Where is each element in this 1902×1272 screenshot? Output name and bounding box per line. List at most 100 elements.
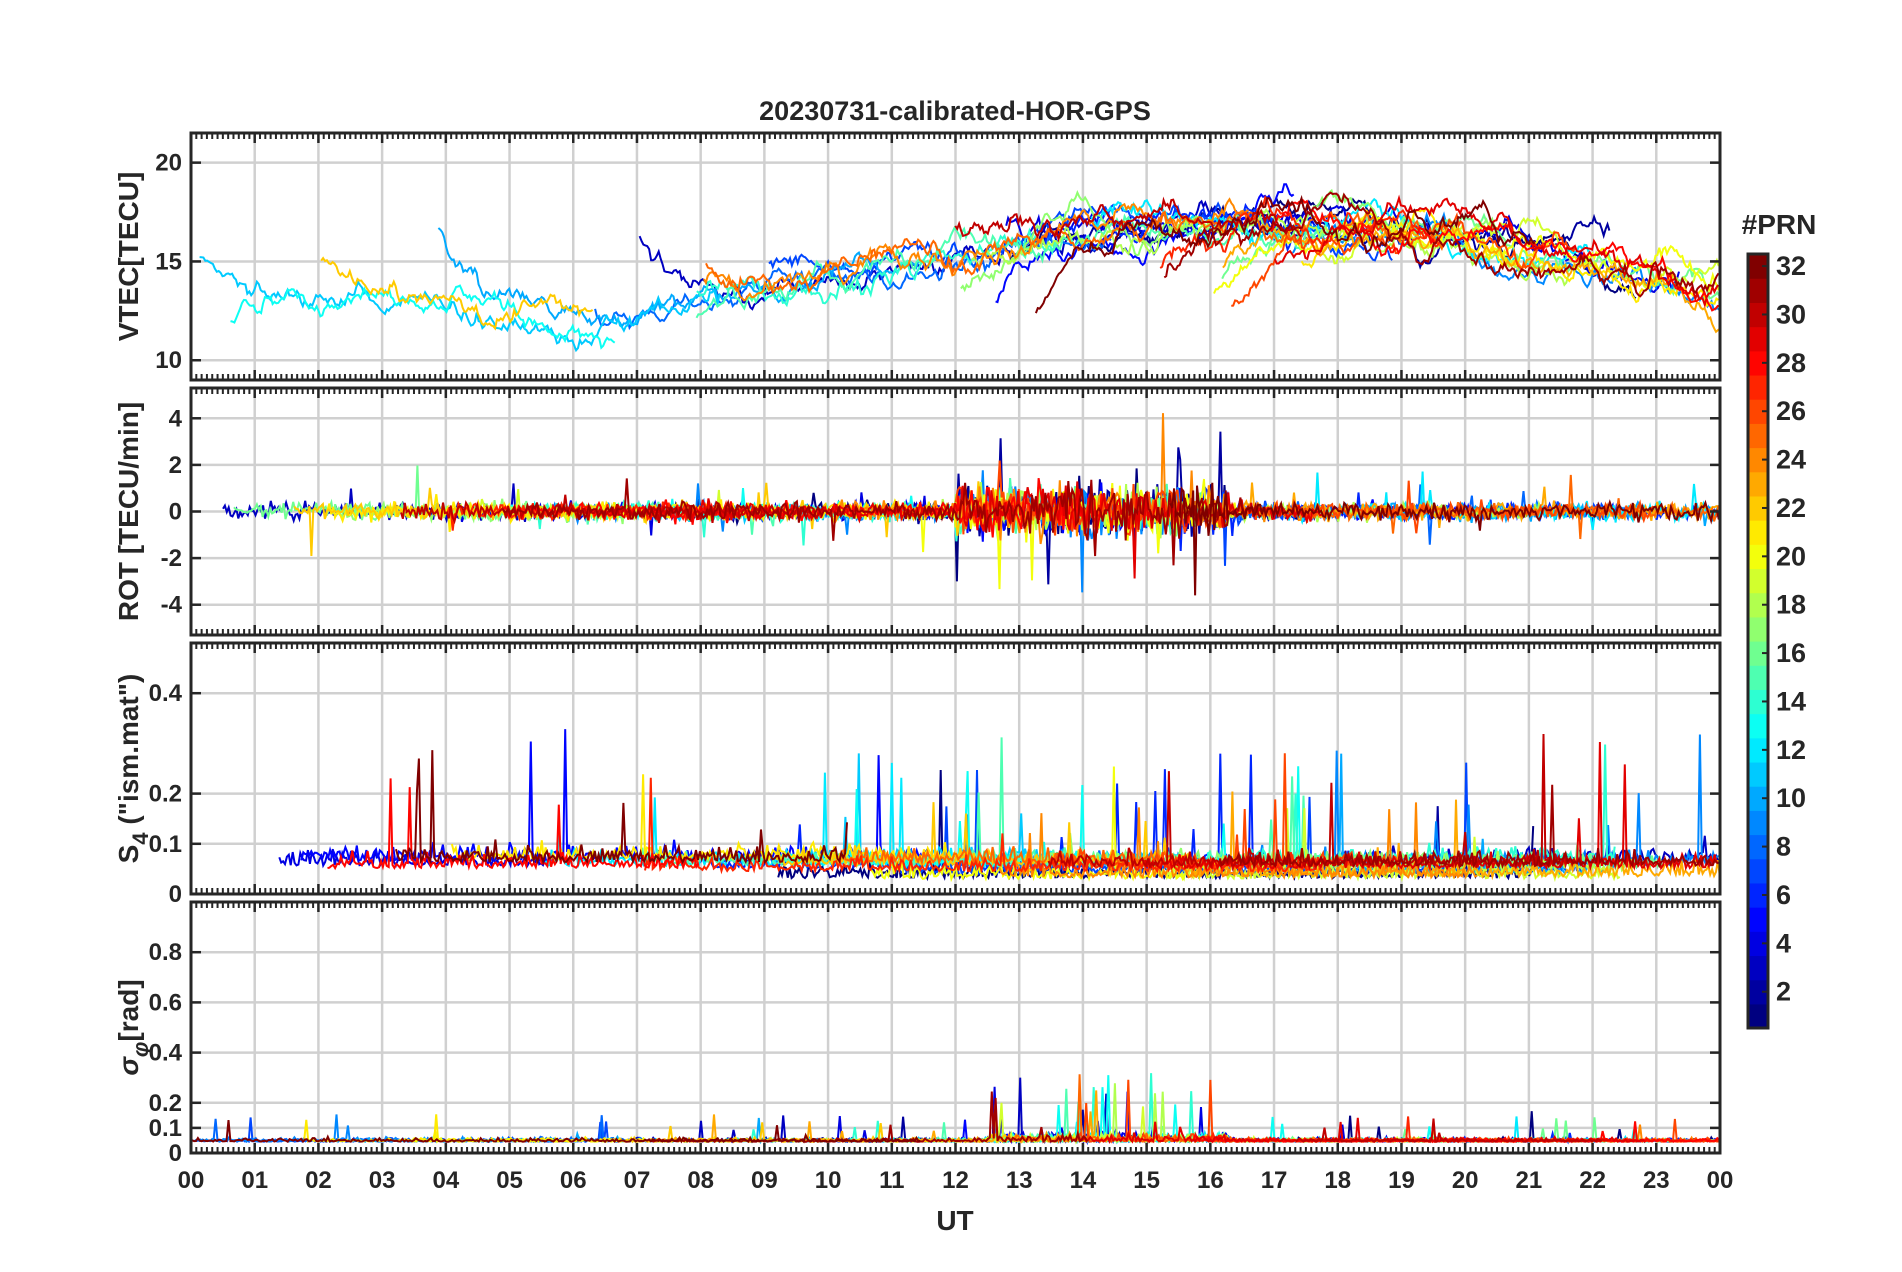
series-line-prn-32 [395,750,848,866]
colorbar-cell [1748,882,1768,908]
series-line-prn-7 [768,201,1393,279]
colorbar-tick-label: 22 [1776,493,1806,523]
x-tick-label: 20 [1452,1167,1479,1194]
y-tick-label: 0 [169,1140,182,1167]
colorbar-cell [1748,979,1768,1005]
x-tick-label: 01 [241,1167,268,1194]
colorbar-tick-label: 12 [1776,735,1806,765]
colorbar-cell [1748,374,1768,400]
colorbar-cell [1748,350,1768,376]
y-tick-label: 0.1 [149,831,182,858]
x-tick-label: 15 [1133,1167,1160,1194]
series-line-prn-13 [230,284,616,350]
colorbar-cell [1748,544,1768,570]
series-line-prn-31 [1163,191,1720,298]
series-line-prn-32 [1034,194,1536,314]
colorbar-tick-label: 8 [1776,832,1791,862]
colorbar-cell [1748,689,1768,715]
series-line-prn-31 [1218,784,1719,870]
colorbar-cell [1748,423,1768,449]
x-tick-label: 02 [305,1167,332,1194]
colorbar-cell [1748,568,1768,594]
colorbar-tick-label: 28 [1776,348,1806,378]
x-tick-label: 13 [1006,1167,1033,1194]
x-tick-label: 04 [432,1167,459,1194]
series-line-prn-27 [644,777,1323,875]
y-axis-label-sigma_phi: σφ[rad] [113,979,153,1075]
colorbar-cell [1748,616,1768,642]
y-tick-label: 20 [155,150,182,177]
colorbar-title: #PRN [1742,209,1817,240]
y-axis-label-sub: φ [128,1042,153,1057]
series-line-prn-31 [501,478,1263,566]
colorbar-tick-label: 24 [1776,445,1806,475]
colorbar-cell [1748,761,1768,787]
y-axis-label-rot: ROT [TECU/min] [113,402,144,621]
y-tick-label: 0.4 [149,1040,183,1067]
x-tick-label: 00 [178,1167,205,1194]
y-tick-label: 0.2 [149,781,182,808]
y-tick-label: 0.6 [149,989,182,1016]
panel-rot-frame [189,386,1722,637]
x-tick-label: 00 [1707,1167,1734,1194]
colorbar-cell [1748,592,1768,618]
panel-rot-series [222,413,1720,596]
x-tick-label: 18 [1324,1167,1351,1194]
y-tick-label: 2 [169,452,182,479]
x-tick-label: 11 [879,1167,904,1194]
chart-title: 20230731-calibrated-HOR-GPS [759,96,1151,126]
x-tick-label: 09 [751,1167,778,1194]
x-tick-label: 12 [942,1167,969,1194]
x-tick-label: 21 [1516,1167,1543,1194]
colorbar-cell [1748,520,1768,545]
colorbar-cell [1748,786,1768,811]
series-line-prn-23 [1222,220,1720,334]
y-tick-label: 4 [169,405,183,432]
x-tick-label: 19 [1388,1167,1415,1194]
colorbar-cell [1748,1003,1768,1029]
y-axis-label-main: σ [113,1056,144,1076]
x-tick-label: 10 [815,1167,842,1194]
colorbar-tick-label: 10 [1776,783,1806,813]
series-line-prn-32 [1169,482,1720,596]
colorbar-cells [1748,254,1768,1029]
colorbar-cell [1748,326,1768,352]
colorbar-cell [1748,278,1768,303]
colorbar-cell [1748,471,1768,497]
x-tick-label: 23 [1643,1167,1670,1194]
colorbar-cell [1748,665,1768,690]
x-axis-label: UT [936,1205,973,1236]
colorbar-cell [1748,810,1768,836]
x-tick-label: 05 [496,1167,523,1194]
series-line-prn-22 [320,256,594,331]
colorbar-tick-label: 2 [1776,977,1791,1007]
panel-vtec-series [199,183,1720,353]
panel-rot: -4 -2 0 2 4 ROT [TECU/min] [113,386,1722,637]
colorbar-tick-label: 4 [1776,928,1791,958]
colorbar-cell [1748,302,1768,328]
colorbar-tick-label: 14 [1776,686,1806,716]
colorbar-cell [1748,834,1768,860]
panel-vtec: 10 15 20 VTEC[TECU] [113,131,1722,382]
panel-s4-series [278,729,1720,883]
panel-s4-frame [189,641,1722,896]
colorbar-cell [1748,713,1768,739]
colorbar-tick-label: 18 [1776,590,1806,620]
x-tick-label: 17 [1261,1167,1288,1194]
y-axis-label-rest: ("ism.mat") [113,674,144,833]
x-tick-label: 22 [1579,1167,1606,1194]
panel-sigma_phi: 00.10.2 0.4 0.6 0.8 σφ[rad] 00 01 02 03 04 05 06 07 0… [113,900,1734,1194]
y-axis-label-rest: [rad] [113,979,144,1041]
panel-s4: 00.10.20.4S4 ("ism.mat") [113,641,1722,908]
panel-sigma_phi-grid [191,902,1720,1155]
colorbar-cell [1748,447,1768,473]
colorbar-cell [1748,931,1768,957]
panel-s4-tickmarks: 0 0.1 0.2 0.4 [149,643,1722,908]
series-line-prn-4 [1005,204,1680,294]
colorbar-tick-label: 16 [1776,638,1806,668]
colorbar-cell [1748,858,1768,884]
y-tick-label: 0 [169,881,182,908]
